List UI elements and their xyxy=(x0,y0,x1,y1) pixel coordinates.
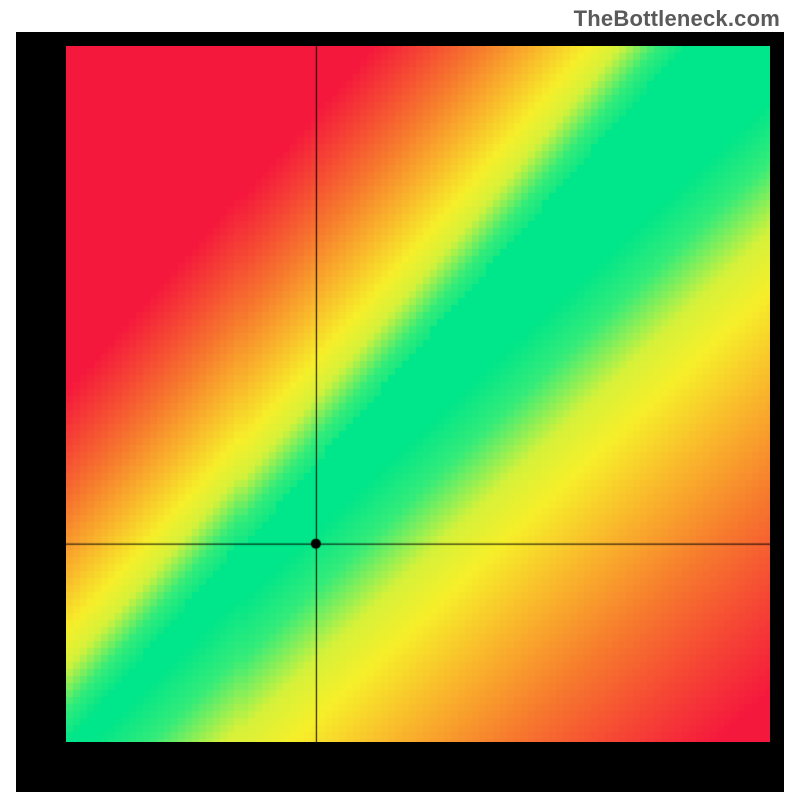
heatmap-plot xyxy=(66,46,770,742)
watermark-text: TheBottleneck.com xyxy=(574,6,780,32)
chart-container: TheBottleneck.com xyxy=(0,0,800,800)
heatmap-canvas xyxy=(66,46,770,742)
chart-frame xyxy=(16,32,784,792)
